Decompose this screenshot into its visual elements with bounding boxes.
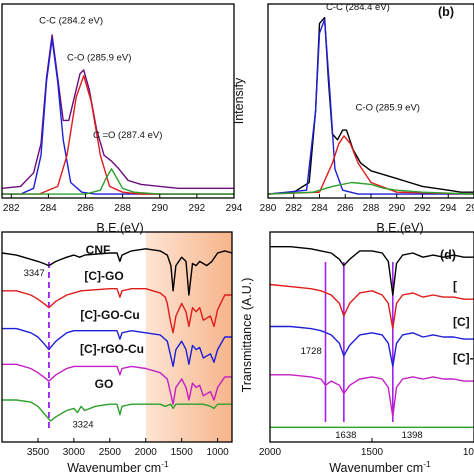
x-tick-label: 288 <box>114 203 131 214</box>
series-line <box>2 168 234 195</box>
series-label: [C]- <box>453 351 474 365</box>
x-tick-label: 1500 <box>361 447 384 458</box>
x-tick-label: 282 <box>3 203 20 214</box>
x-tick-label: 290 <box>151 203 168 214</box>
x-tick-label: 296 <box>466 203 474 214</box>
x-tick-label: 3500 <box>27 447 50 458</box>
x-axis-label-text: B.E.(eV) <box>376 221 423 235</box>
series-line <box>2 327 232 368</box>
peak-annotation: 1638 <box>335 430 356 441</box>
y-axis-label: Intensify <box>232 77 246 124</box>
peak-annotation: C-C (284.2 eV) <box>39 15 103 26</box>
x-axis-label-text: Wavenumber cm <box>329 461 423 474</box>
axes-frame <box>267 3 474 199</box>
panel-label: (d) <box>440 248 456 262</box>
x-axis-label-text: B.E.(eV) <box>96 221 143 235</box>
axes-frame <box>1 3 235 199</box>
series-line <box>2 399 232 422</box>
x-tick-label: 292 <box>189 203 206 214</box>
x-tick-label: 280 <box>260 203 277 214</box>
x-axis-label: Wavenumber cm-1 <box>329 459 431 474</box>
x-axis-label-superscript: -1 <box>423 459 431 469</box>
x-tick-label: 284 <box>311 203 328 214</box>
x-tick-label: 292 <box>414 203 431 214</box>
series-line <box>2 38 234 195</box>
series-line <box>2 363 232 405</box>
y-axis-label: Transmittance (A.U.) <box>240 278 254 393</box>
x-tick-label: 1000 <box>463 447 474 458</box>
series-label: [C]-GO-Cu <box>80 308 139 322</box>
x-axis-label-text: Wavenumber cm <box>67 461 161 474</box>
x-tick-label: 2500 <box>99 447 122 458</box>
peak-annotation: C-O (285.9 eV) <box>67 52 131 63</box>
series-label: [C]-GO <box>84 269 123 283</box>
x-axis-label: B.E.(eV) <box>96 221 143 235</box>
series-line <box>1 248 233 296</box>
series-label: [ <box>453 279 457 293</box>
peak-annotation: 1728 <box>301 346 322 357</box>
series-line <box>269 283 474 330</box>
peak-annotation: 3347 <box>24 268 45 279</box>
peak-annotation: C =O (287.4 eV) <box>93 130 162 141</box>
x-tick-label: 284 <box>40 203 57 214</box>
peak-annotation: C-O (285.9 eV) <box>356 103 420 114</box>
series-line <box>270 374 474 418</box>
series-line <box>270 246 474 296</box>
x-tick-label: 1500 <box>171 447 194 458</box>
series-line <box>267 181 474 195</box>
series-line <box>2 75 234 195</box>
x-tick-label: 2000 <box>135 447 158 458</box>
x-tick-label: 2000 <box>259 447 282 458</box>
series-label: GO <box>95 377 114 391</box>
x-tick-label: 290 <box>388 203 405 214</box>
series-label: CNF <box>86 243 111 257</box>
x-axis-label: B.E.(eV) <box>376 221 423 235</box>
series-line <box>270 325 474 368</box>
axes-frame <box>1 231 233 443</box>
series-label: [C]-rGO-Cu <box>80 342 144 356</box>
x-axis-label: Wavenumber cm-1 <box>67 459 169 474</box>
series-line <box>267 18 474 195</box>
shaded-region <box>145 232 232 442</box>
series-line <box>2 288 232 334</box>
peak-annotation: C-C (284.4 eV) <box>326 2 390 13</box>
peak-annotation: 1398 <box>402 430 423 441</box>
x-axis-label-superscript: -1 <box>161 459 169 469</box>
panel-label: (b) <box>438 5 454 19</box>
series-label: [C] <box>453 315 470 329</box>
peak-annotation: 3324 <box>72 419 93 430</box>
series-line <box>267 135 474 195</box>
x-tick-label: 294 <box>226 203 243 214</box>
x-tick-label: 286 <box>77 203 94 214</box>
x-tick-label: 294 <box>440 203 457 214</box>
x-tick-label: 286 <box>337 203 354 214</box>
x-tick-label: 288 <box>363 203 380 214</box>
x-tick-label: 1000 <box>207 447 230 458</box>
x-tick-label: 282 <box>285 203 302 214</box>
x-tick-label: 3000 <box>63 447 86 458</box>
